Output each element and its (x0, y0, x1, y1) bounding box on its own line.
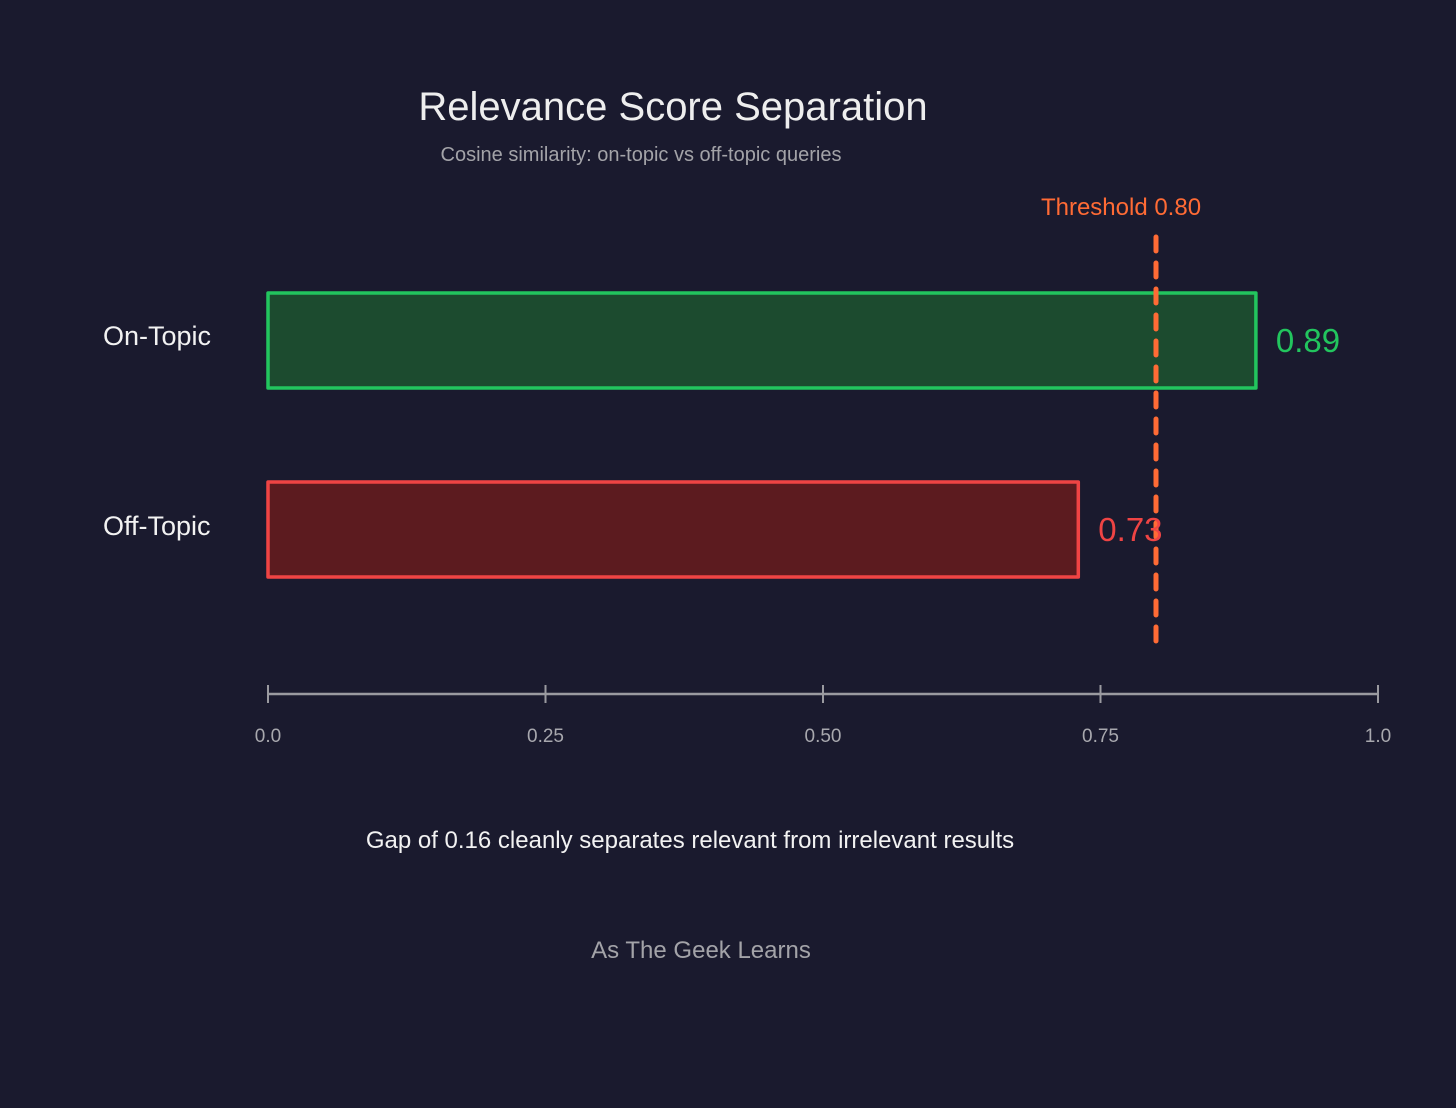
value-label-off-topic: 0.73 (1098, 511, 1162, 548)
annotation-caption: Gap of 0.16 cleanly separates relevant f… (366, 827, 1014, 854)
x-tick-label: 0.75 (1082, 726, 1119, 747)
bars-group (266, 291, 1258, 579)
category-label-on-topic: On-Topic (103, 321, 211, 351)
x-tick-label: 0.50 (805, 726, 842, 747)
x-tick-label: 0.0 (255, 726, 281, 747)
value-label-on-topic: 0.89 (1276, 322, 1340, 359)
chart-subtitle: Cosine similarity: on-topic vs off-topic… (441, 144, 842, 166)
bar-on-topic (266, 291, 1258, 390)
threshold-label: Threshold 0.80 (1041, 194, 1201, 221)
category-label-off-topic: Off-Topic (103, 511, 211, 541)
x-tick-label: 1.0 (1365, 726, 1391, 747)
bar-off-topic (266, 480, 1081, 579)
x-tick-label: 0.25 (527, 726, 564, 747)
footer-credit: As The Geek Learns (591, 937, 811, 964)
x-axis (267, 685, 1379, 703)
chart-title: Relevance Score Separation (418, 85, 927, 129)
